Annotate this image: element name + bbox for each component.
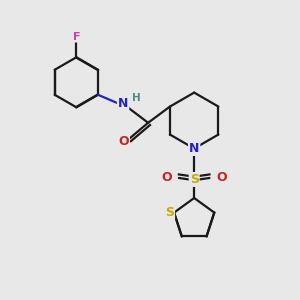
- Text: O: O: [216, 172, 226, 184]
- Text: F: F: [73, 32, 80, 42]
- Text: S: S: [190, 173, 199, 186]
- Text: O: O: [118, 135, 129, 148]
- Text: H: H: [132, 93, 141, 103]
- Text: O: O: [162, 172, 172, 184]
- Text: N: N: [189, 142, 200, 155]
- Text: N: N: [118, 97, 128, 110]
- Text: S: S: [165, 206, 174, 219]
